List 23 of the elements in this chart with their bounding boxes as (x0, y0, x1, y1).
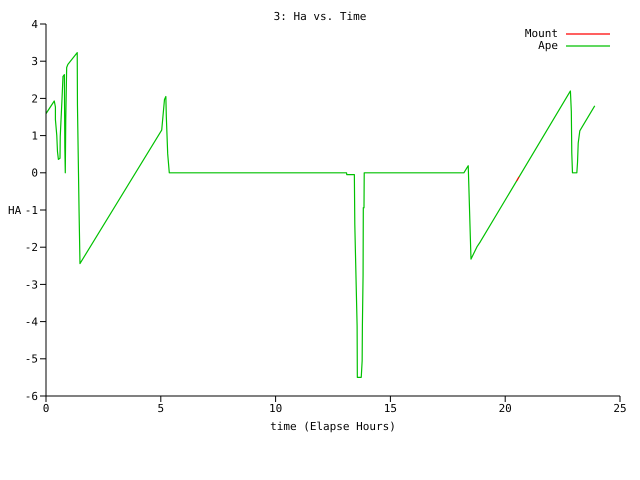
line-series (46, 52, 596, 378)
y-tick-label: 0 (31, 166, 38, 180)
y-tick-label: -3 (24, 278, 38, 292)
chart-title: 3: Ha vs. Time (274, 10, 366, 23)
y-axis-title: HA (8, 204, 22, 217)
legend-label: Mount (524, 27, 558, 40)
y-tick-label: 2 (31, 92, 38, 106)
legend-label: Ape (538, 39, 558, 52)
x-tick-label: 0 (42, 402, 50, 415)
y-tick-label: 3 (31, 55, 38, 68)
y-tick-label: 1 (31, 130, 38, 143)
x-tick-label: 10 (268, 402, 282, 415)
y-tick-label: -6 (24, 390, 38, 403)
x-tick-label: 5 (157, 402, 164, 415)
y-tick-label: -2 (24, 241, 38, 254)
y-tick-label: -4 (24, 316, 38, 329)
x-tick-label: 15 (384, 402, 398, 415)
x-axis-title: time (Elapse Hours) (270, 420, 396, 433)
y-tick-label: -5 (24, 352, 38, 366)
y-tick-label: -1 (24, 204, 38, 217)
x-tick-label: 20 (498, 402, 512, 415)
x-tick-label: 25 (613, 402, 627, 415)
y-tick-label: 4 (31, 18, 38, 31)
